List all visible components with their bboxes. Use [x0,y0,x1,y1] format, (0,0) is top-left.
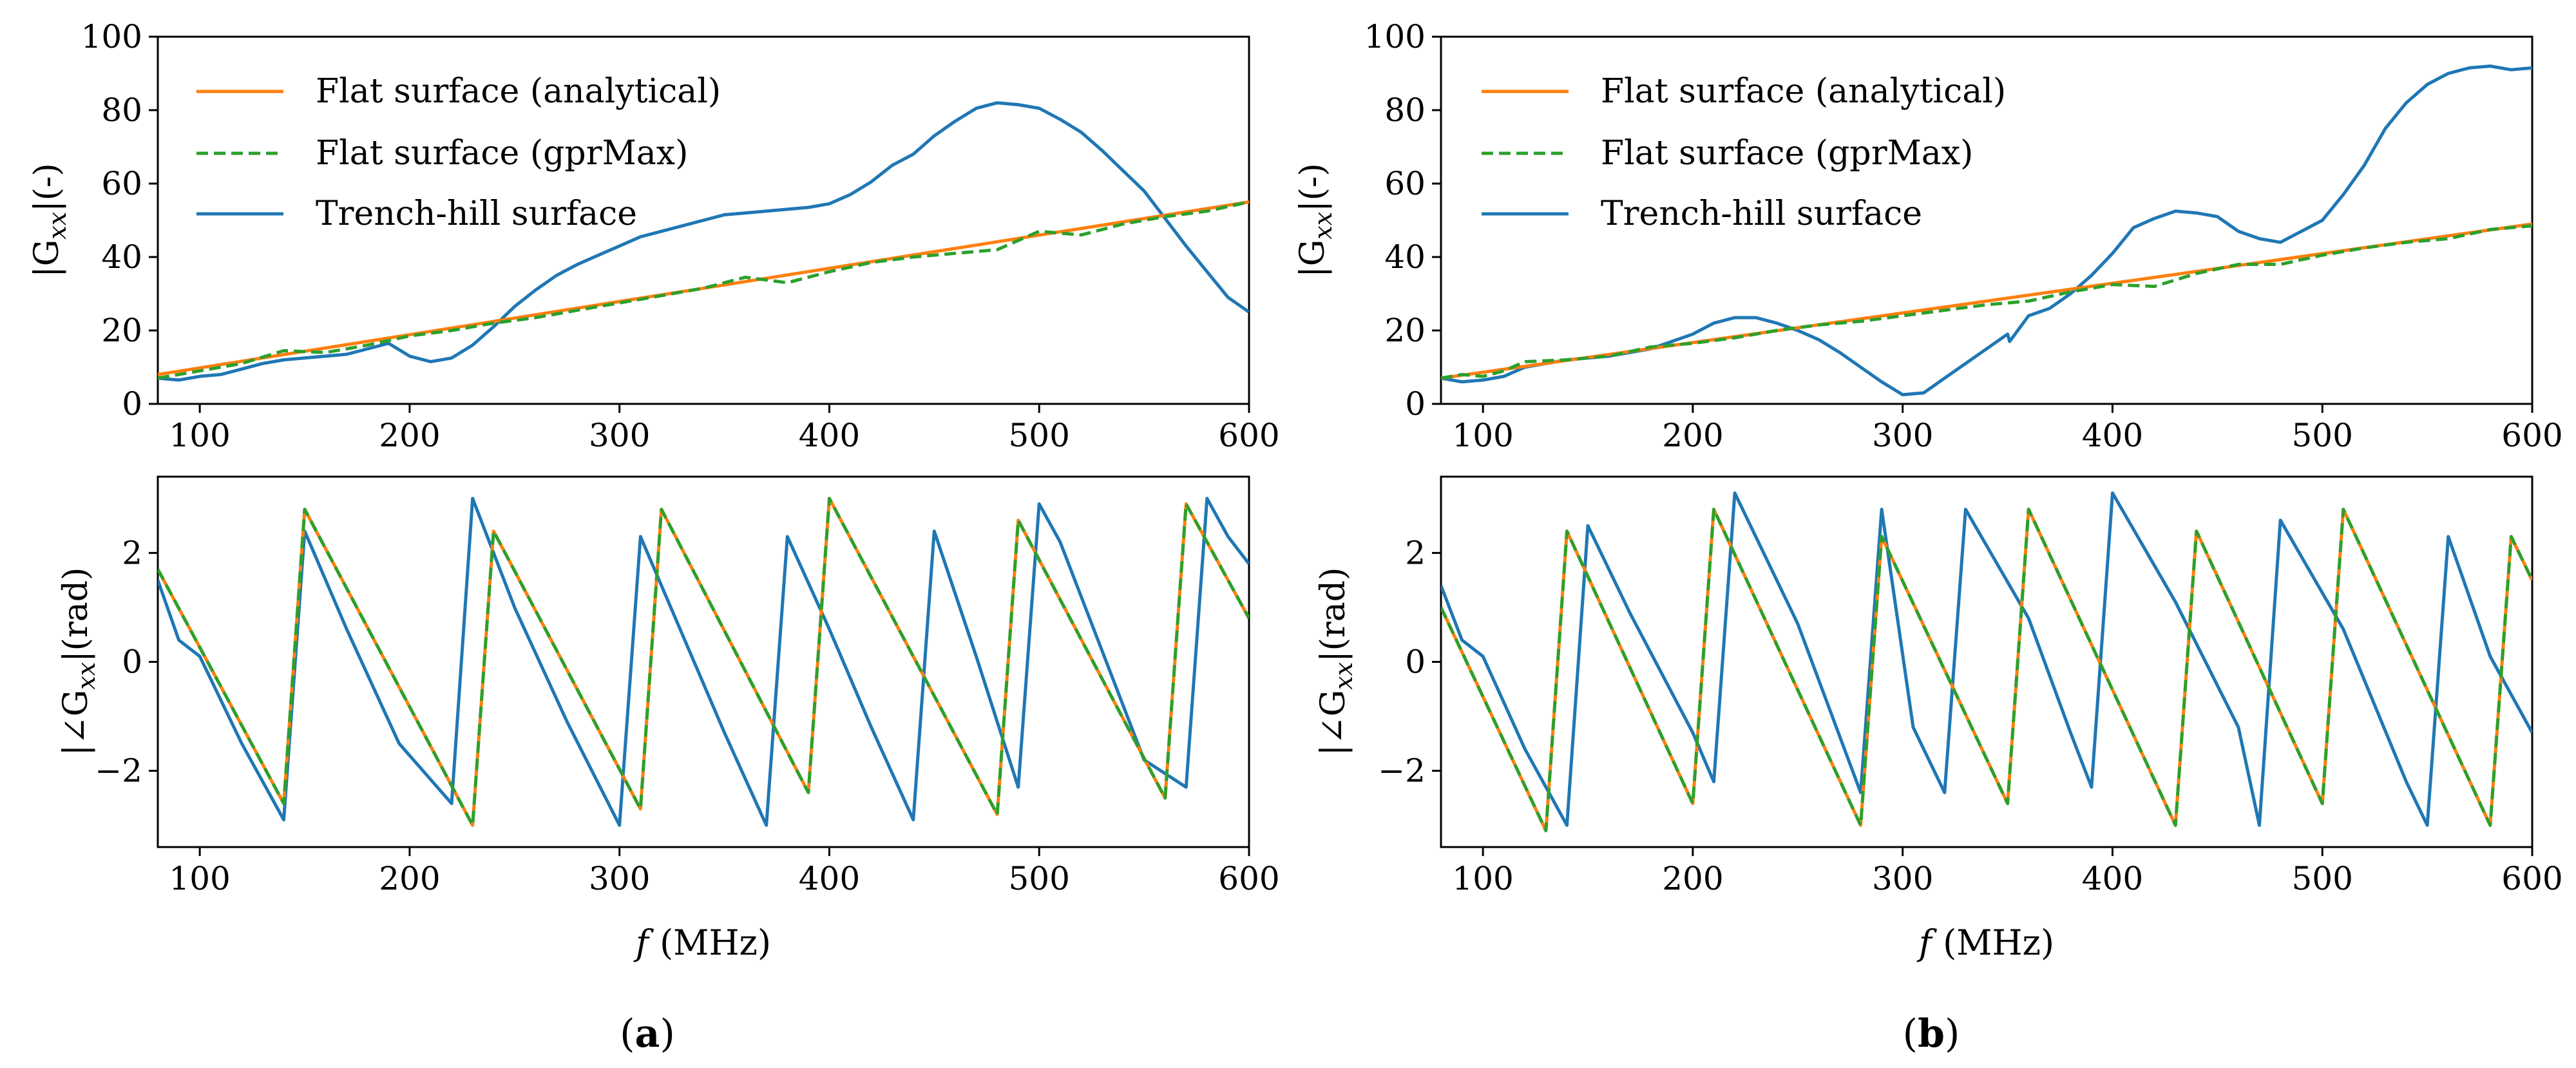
panel-a-xlabel: f (MHz) [633,922,771,963]
y-tick-label: −2 [95,752,142,790]
series-analytical-line [158,497,1249,827]
series-gprmax-line [158,200,1249,380]
panel-a-magnitude-frame [157,35,1250,405]
panel-b-magnitude-ylabel: |Gxx|(-) [1293,163,1337,278]
panel-a-phase-ylabel: |∠Gxx|(rad) [57,567,100,756]
x-tick-label: 300 [589,860,650,897]
panel-a-phase-plot: 100 200 300 400 500 600 2 0 −2 |∠Gxx|(rad) f (MH… [57,475,1280,963]
series-gprmax-line [1441,508,2532,833]
y-tick-label: 2 [122,534,142,571]
x-tick-label: 400 [799,860,860,897]
x-tick-label: 300 [1872,417,1933,454]
legend-analytical-label: Flat surface (analytical) [1601,72,2006,111]
y-tick-label: 100 [81,18,142,55]
x-tick-label: 100 [169,417,230,454]
panel-b-phase-frame [1440,475,2533,848]
caption-a: (a) [620,1011,675,1056]
panel-a-magnitude-ylabel: |Gxx|(-) [28,163,72,278]
x-tick-label: 600 [2501,417,2562,454]
panel-b-legend: Flat surface (analytical) Flat surface (… [1482,72,2006,233]
series-trench-line [1441,491,2532,827]
panel-a-phase-ticks: 100 200 300 400 500 600 2 0 −2 [95,534,1279,897]
y-tick-label: 0 [1405,385,1426,423]
panel-a-magnitude-lines [158,101,1249,382]
y-tick-label: 80 [1384,91,1426,129]
panel-b-phase-plot: 100 200 300 400 500 600 2 0 −2 |∠Gxx|(rad) f (MH… [1314,475,2563,963]
panel-b-magnitude-frame [1440,35,2533,405]
x-tick-label: 200 [1662,860,1723,897]
panel-b-magnitude-lines [1441,64,2532,397]
y-tick-label: 60 [101,165,142,202]
series-trench-line [158,101,1249,382]
panel-b-magnitude-ticks: 100 200 300 400 500 600 0 20 40 60 80 100 [1364,18,2563,454]
y-tick-label: 0 [122,644,142,681]
legend-gprmax-label: Flat surface (gprMax) [1601,134,1973,173]
series-gprmax-line [1441,224,2532,380]
y-tick-label: 20 [1384,312,1426,349]
series-trench-line [158,497,1249,827]
y-tick-label: 0 [1405,644,1426,681]
y-tick-label: 0 [122,385,142,423]
x-tick-label: 500 [2292,417,2353,454]
panel-b-phase-lines [1441,491,2532,833]
x-tick-label: 200 [1662,417,1723,454]
x-tick-label: 100 [169,860,230,897]
panel-a-phase-lines [158,497,1249,827]
panel-b-phase-ylabel: |∠Gxx|(rad) [1314,567,1358,756]
x-tick-label: 200 [379,860,440,897]
x-tick-label: 500 [1009,860,1070,897]
y-tick-label: 40 [101,238,142,276]
y-tick-label: 60 [1384,165,1426,202]
x-tick-label: 600 [1218,860,1279,897]
x-tick-label: 400 [2082,860,2143,897]
y-tick-label: 40 [1384,238,1426,276]
y-tick-label: −2 [1378,752,1426,790]
panel-a-magnitude-ticks: 100 200 300 400 500 600 0 20 40 60 80 100 [81,18,1280,454]
x-tick-label: 300 [589,417,650,454]
x-tick-label: 600 [2501,860,2562,897]
x-tick-label: 500 [1009,417,1070,454]
legend-trench-label: Trench-hill surface [1601,195,1922,233]
panel-b-xlabel: f (MHz) [1916,922,2054,963]
caption-b: (b) [1903,1011,1960,1056]
x-tick-label: 400 [2082,417,2143,454]
panel-b-phase-ticks: 100 200 300 400 500 600 2 0 −2 [1378,534,2562,897]
x-tick-label: 500 [2292,860,2353,897]
x-tick-label: 300 [1872,860,1933,897]
x-tick-label: 100 [1452,417,1513,454]
x-tick-label: 100 [1452,860,1513,897]
y-tick-label: 20 [101,312,142,349]
panel-a-phase-frame [157,475,1250,848]
legend-gprmax-label: Flat surface (gprMax) [316,134,688,173]
y-tick-label: 80 [101,91,142,129]
x-tick-label: 200 [379,417,440,454]
legend-analytical-label: Flat surface (analytical) [316,72,721,111]
panel-a-legend: Flat surface (analytical) Flat surface (… [196,72,721,233]
series-analytical-line [158,200,1249,376]
x-tick-label: 600 [1218,417,1279,454]
y-tick-label: 2 [1405,534,1426,571]
series-gprmax-line [158,497,1249,827]
legend-trench-label: Trench-hill surface [316,195,637,233]
x-tick-label: 400 [799,417,860,454]
y-tick-label: 100 [1364,18,1426,55]
